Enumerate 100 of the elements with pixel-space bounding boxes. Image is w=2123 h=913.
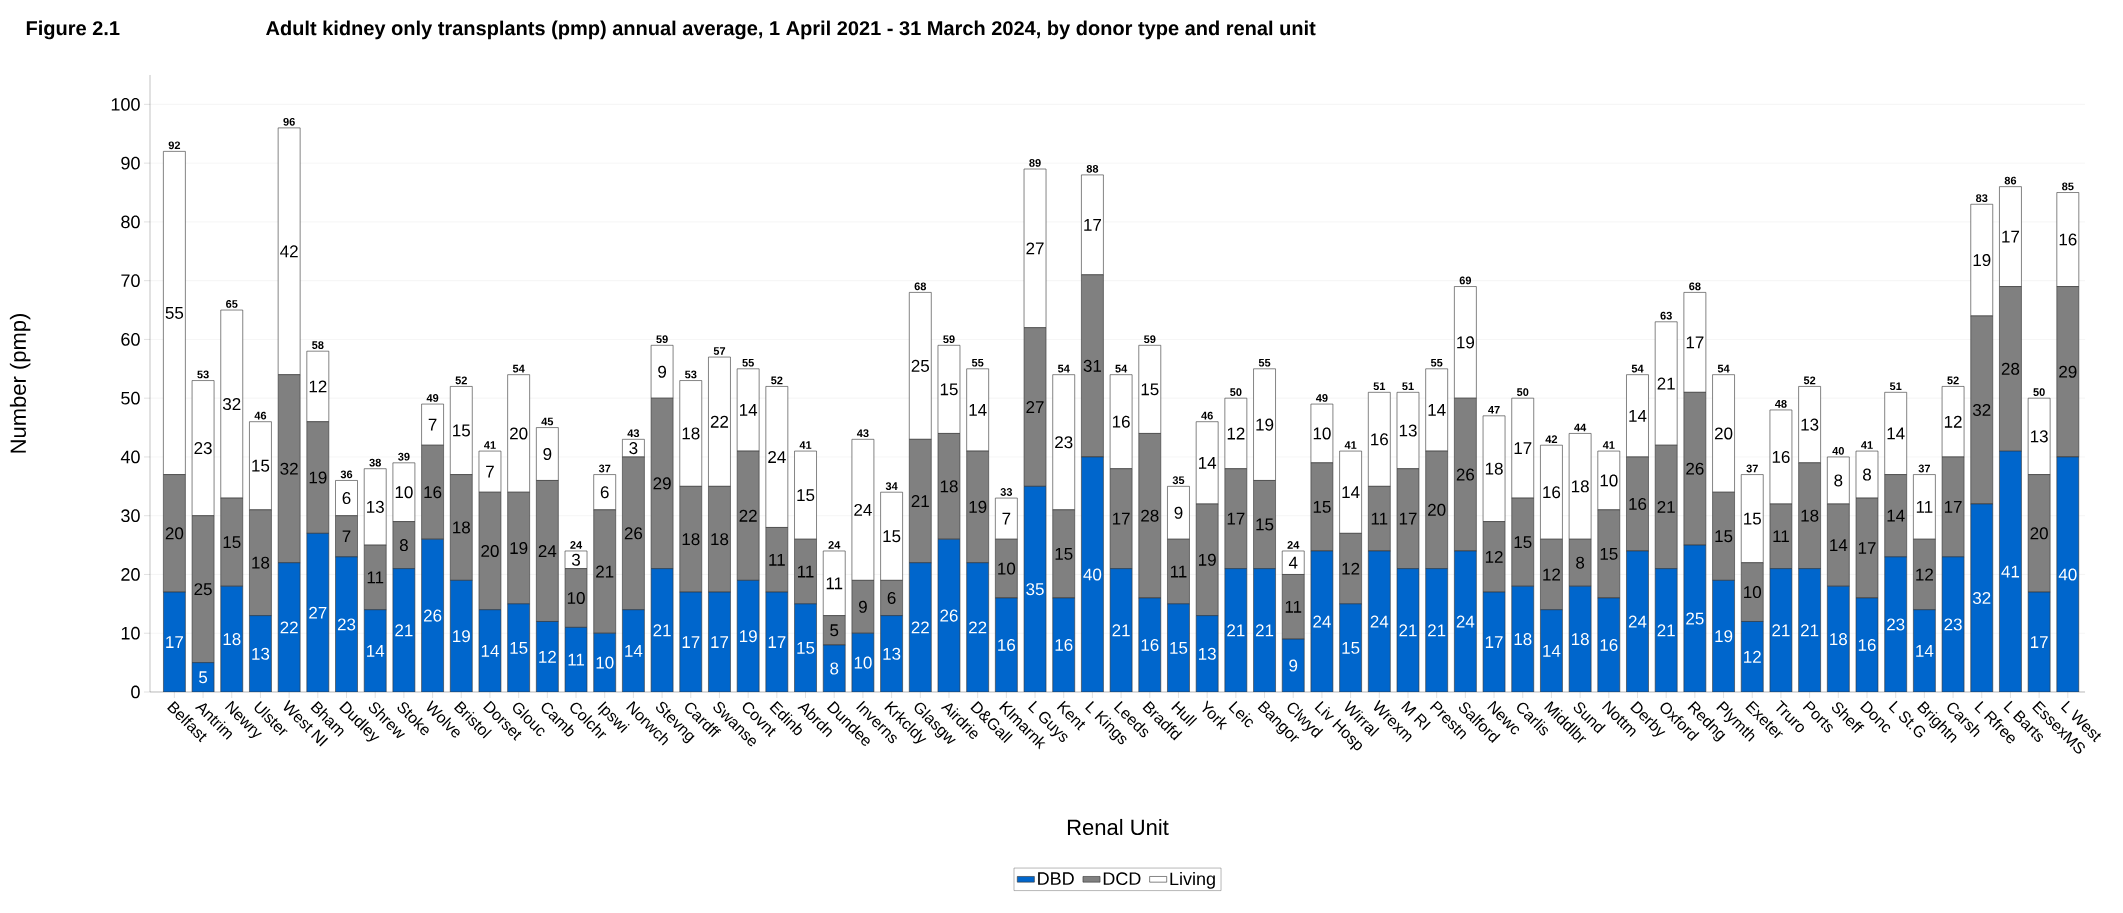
y-tick-label: 90 bbox=[121, 156, 140, 170]
total-label: 59 bbox=[943, 335, 955, 344]
total-label: 37 bbox=[1746, 464, 1758, 473]
data-label: 18 bbox=[682, 533, 700, 546]
y-tick-label: 100 bbox=[111, 97, 140, 111]
data-label: 16 bbox=[1055, 638, 1073, 652]
data-label: 35 bbox=[1026, 583, 1044, 596]
data-label: 41 bbox=[2001, 565, 2020, 578]
total-label: 57 bbox=[713, 347, 726, 355]
total-label: 55 bbox=[971, 358, 984, 367]
data-label: 21 bbox=[1255, 624, 1274, 637]
data-label: 26 bbox=[423, 609, 442, 622]
y-tick-label: 80 bbox=[121, 215, 140, 229]
total-label: 24 bbox=[1287, 541, 1300, 549]
data-label: 18 bbox=[1485, 462, 1503, 475]
total-label: 46 bbox=[1201, 411, 1213, 420]
data-label: 7 bbox=[428, 418, 437, 431]
data-label: 23 bbox=[1055, 436, 1073, 449]
data-label: 17 bbox=[1944, 501, 1962, 513]
data-label: 21 bbox=[395, 624, 413, 637]
data-label: 20 bbox=[1428, 503, 1446, 516]
data-label: 21 bbox=[1399, 624, 1417, 637]
total-label: 41 bbox=[1602, 441, 1615, 449]
y-tick-label: 10 bbox=[121, 626, 140, 640]
total-label: 51 bbox=[1402, 382, 1414, 391]
total-label: 44 bbox=[1574, 423, 1587, 432]
data-label: 17 bbox=[1112, 512, 1130, 525]
data-label: 21 bbox=[1227, 624, 1245, 637]
data-label: 14 bbox=[1199, 456, 1217, 469]
data-label: 21 bbox=[596, 565, 614, 578]
total-label: 53 bbox=[685, 370, 697, 379]
total-label: 52 bbox=[771, 376, 783, 385]
x-axis-title: Renal Unit bbox=[1067, 818, 1169, 836]
data-label: 9 bbox=[1174, 506, 1183, 519]
data-label: 11 bbox=[798, 565, 814, 578]
data-label: 5 bbox=[830, 624, 839, 637]
data-label: 27 bbox=[1026, 401, 1044, 413]
total-label: 50 bbox=[1230, 388, 1242, 396]
data-label: 13 bbox=[883, 647, 901, 660]
total-label: 55 bbox=[742, 358, 754, 367]
data-label: 15 bbox=[1715, 530, 1733, 543]
y-axis-title: Number (pmp) bbox=[9, 314, 31, 453]
total-label: 68 bbox=[914, 282, 927, 291]
data-label: 26 bbox=[940, 609, 958, 622]
data-label: 15 bbox=[1600, 547, 1618, 560]
data-label: 12 bbox=[1744, 650, 1761, 663]
data-label: 11 bbox=[1170, 565, 1187, 578]
data-label: 20 bbox=[165, 527, 184, 540]
data-label: 17 bbox=[1858, 542, 1876, 554]
data-label: 16 bbox=[1371, 433, 1388, 446]
total-label: 42 bbox=[1545, 435, 1558, 443]
data-label: 19 bbox=[309, 471, 327, 484]
total-label: 36 bbox=[340, 470, 353, 479]
total-label: 41 bbox=[1861, 441, 1873, 449]
total-label: 48 bbox=[1774, 399, 1787, 408]
data-label: 17 bbox=[768, 636, 786, 648]
data-label: 25 bbox=[194, 583, 212, 596]
data-label: 9 bbox=[543, 447, 552, 461]
data-label: 20 bbox=[1714, 427, 1733, 440]
data-label: 14 bbox=[1887, 509, 1905, 522]
y-tick-label: 40 bbox=[120, 450, 140, 464]
data-label: 10 bbox=[1744, 586, 1762, 599]
data-label: 7 bbox=[1002, 512, 1011, 525]
data-label: 15 bbox=[797, 489, 815, 502]
data-label: 14 bbox=[1916, 645, 1934, 657]
data-label: 18 bbox=[252, 556, 270, 569]
data-label: 3 bbox=[571, 553, 580, 566]
data-label: 12 bbox=[309, 380, 327, 393]
data-label: 18 bbox=[1571, 480, 1589, 493]
data-label: 14 bbox=[1830, 539, 1848, 551]
data-label: 24 bbox=[854, 503, 872, 516]
data-label: 7 bbox=[342, 530, 351, 543]
data-label: 14 bbox=[625, 645, 643, 657]
data-label: 18 bbox=[1514, 633, 1532, 646]
data-label: 18 bbox=[453, 521, 470, 534]
total-label: 65 bbox=[226, 300, 238, 308]
data-label: 20 bbox=[481, 544, 499, 557]
data-label: 7 bbox=[486, 465, 494, 478]
data-label: 19 bbox=[1457, 336, 1475, 349]
data-label: 16 bbox=[1629, 497, 1647, 510]
total-label: 50 bbox=[2033, 388, 2045, 396]
data-label: 16 bbox=[1112, 415, 1130, 428]
legend-label: DBD bbox=[1038, 872, 1074, 885]
data-label: 32 bbox=[280, 462, 298, 475]
total-label: 63 bbox=[1660, 311, 1672, 320]
data-label: 6 bbox=[342, 492, 351, 505]
total-label: 96 bbox=[283, 117, 295, 126]
total-label: 55 bbox=[1258, 358, 1271, 367]
data-label: 22 bbox=[911, 621, 929, 634]
total-label: 53 bbox=[197, 370, 209, 379]
data-label: 24 bbox=[538, 545, 557, 557]
data-label: 17 bbox=[2030, 636, 2048, 648]
data-label: 19 bbox=[1973, 254, 1991, 267]
data-label: 15 bbox=[940, 383, 958, 396]
data-label: 23 bbox=[1887, 618, 1905, 631]
total-label: 41 bbox=[484, 441, 496, 449]
data-label: 21 bbox=[653, 624, 671, 637]
data-label: 21 bbox=[1657, 377, 1675, 390]
total-label: 49 bbox=[426, 394, 439, 402]
total-label: 88 bbox=[1086, 164, 1099, 173]
